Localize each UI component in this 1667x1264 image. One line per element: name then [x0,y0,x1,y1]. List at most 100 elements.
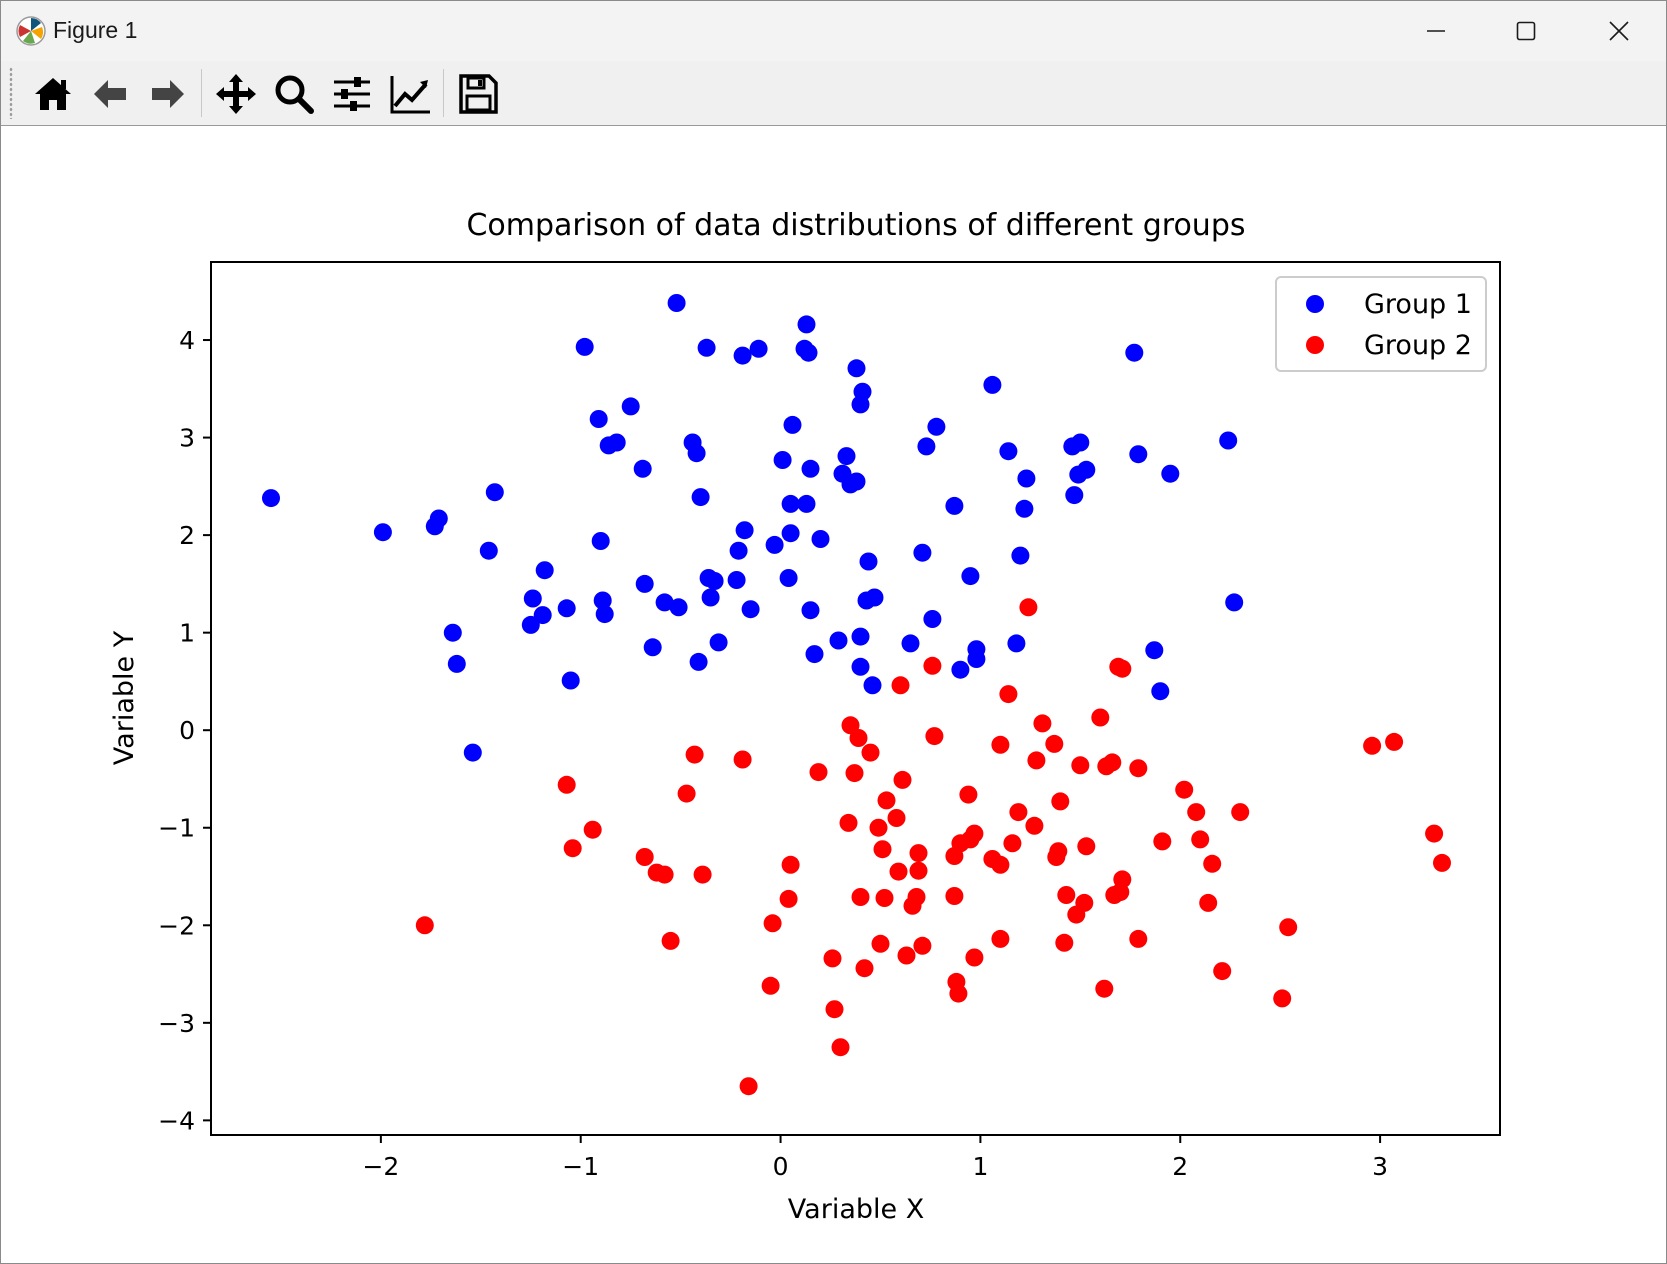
group-2-point-32 [875,889,894,907]
group-1-point-26 [643,638,662,657]
group-2-point-7 [655,865,674,884]
minimize-button[interactable] [1391,1,1481,61]
group-1-point-90 [1065,486,1084,505]
y-tick-label: 3 [179,424,195,453]
group-1-point-83 [983,375,1002,394]
group-2-point-16 [779,889,798,908]
group-2-point-35 [889,862,908,881]
group-2-point-96 [1279,918,1298,937]
group-1-point-61 [837,447,856,466]
group-1-point-55 [801,601,820,620]
group-2-point-62 [1019,598,1038,617]
group-1-point-58 [811,530,830,548]
group-2-point-46 [945,887,964,905]
group-1-point-47 [779,569,798,587]
magnifier-icon [275,75,314,114]
y-tick-label: 4 [179,326,195,355]
group-2-point-85 [1129,759,1148,778]
group-2-point-5 [635,848,654,866]
window-title: Figure 1 [53,17,138,43]
group-2-point-30 [871,934,890,953]
group-2-point-44 [923,656,942,675]
group-1-point-74 [913,543,932,562]
line-chart-icon [390,76,430,114]
group-1-point-80 [961,567,980,586]
close-icon [1609,21,1629,41]
group-1-point-6 [447,654,466,673]
group-1-point-100 [1225,593,1244,612]
group-2-point-56 [991,735,1010,754]
group-2-point-2 [557,775,576,794]
group-1-point-27 [655,593,674,612]
save-button[interactable] [453,69,503,119]
maximize-icon [1516,21,1536,41]
group-1-point-24 [633,459,652,478]
floppy-disk-icon [459,74,498,114]
group-2-point-59 [999,685,1018,704]
group-2-point-76 [1091,708,1110,727]
group-1-point-36 [701,588,720,607]
group-2-point-86 [1129,929,1148,948]
group-1-point-54 [799,343,818,362]
home-button[interactable] [28,69,78,119]
group-2-point-37 [893,770,912,789]
group-1-point-29 [669,598,688,617]
group-1-point-71 [863,676,882,695]
legend-box [1275,276,1487,372]
x-tick-label: −2 [362,1152,399,1181]
group-1-point-82 [967,650,986,668]
group-2-point-53 [965,824,984,843]
zoom-button[interactable] [269,69,319,119]
group-2-point-29 [869,818,888,837]
group-1-point-53 [797,494,816,513]
y-ticks: −4 −3 −2 −1 0 1 2 3 4 [158,326,211,1135]
group-2-point-93 [1213,962,1232,981]
forward-button[interactable] [143,69,193,119]
pan-button[interactable] [211,69,261,119]
x-ticks: −2 −1 0 1 2 3 [362,1135,1388,1181]
group-1-point-45 [765,535,784,554]
group-2-point-58 [991,929,1010,948]
group-1-point-88 [1017,469,1036,488]
group-2-point-63 [1025,816,1044,835]
group-2-point-71 [1057,886,1076,904]
configure-subplots-button[interactable] [327,69,377,119]
x-tick-label: −1 [562,1152,599,1181]
x-tick-label: 3 [1372,1152,1388,1181]
group-1-point-92 [1071,433,1090,452]
x-tick-label: 1 [972,1152,988,1181]
group-1-point-49 [781,524,800,543]
group-2-point-19 [823,949,842,968]
group-1-point-34 [697,338,716,357]
x-tick-label: 2 [1172,1152,1188,1181]
close-button[interactable] [1574,1,1664,61]
group-1-point-99 [1219,431,1238,450]
y-tick-label: 2 [179,521,195,550]
group-2-point-4 [583,820,602,839]
group-1-point-79 [951,660,970,679]
edit-axis-button[interactable] [385,69,435,119]
group-1-point-75 [917,437,936,456]
maximize-button[interactable] [1481,1,1571,61]
toolbar-grip[interactable] [9,67,13,119]
group-1-point-48 [781,494,800,513]
group-1-point-63 [847,472,866,491]
group-1-point-33 [691,488,710,507]
group-1-point-18 [591,532,610,550]
back-button[interactable] [85,69,135,119]
navigation-toolbar [1,61,1666,126]
group-1-point-85 [1007,634,1026,653]
figure-canvas[interactable]: Comparison of data distributions of diff… [1,126,1666,1263]
group-1-point-10 [521,615,540,634]
points-layer [262,294,1451,1096]
group-2-point-21 [831,1038,850,1057]
title-bar[interactable]: Figure 1 [1,1,1666,61]
group-2-point-73 [1071,756,1090,775]
group-2-point-54 [965,948,984,967]
group-2-point-57 [991,855,1010,874]
y-tick-label: −2 [158,911,195,940]
x-tick-label: 0 [773,1152,789,1181]
group-1-point-98 [1161,464,1180,483]
group-2-point-17 [781,855,800,874]
group-2-point-41 [909,844,928,863]
